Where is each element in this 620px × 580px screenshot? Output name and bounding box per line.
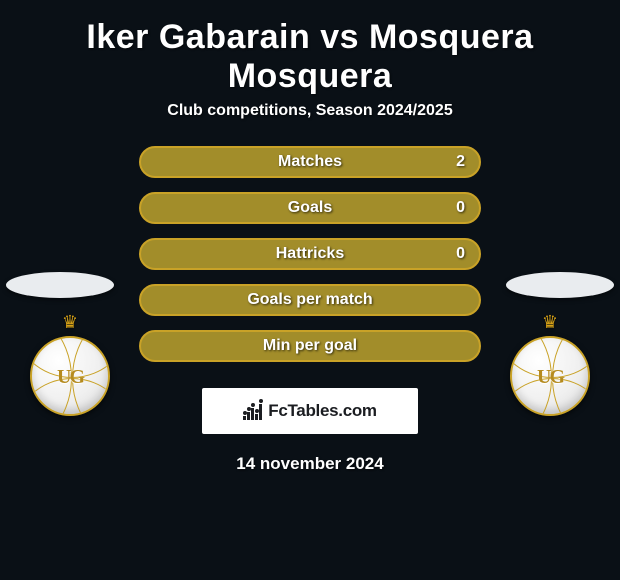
stat-row-min-per-goal: Min per goal xyxy=(139,330,481,362)
stat-row-hattricks: Hattricks 0 xyxy=(139,238,481,270)
stats-list: Matches 2 Goals 0 Hattricks 0 Goals per … xyxy=(139,146,481,362)
comparison-layout: ♛ UG ♛ UG Matches 2 Goals 0 Hattricks 0 … xyxy=(0,146,620,362)
crest-letters: UG xyxy=(57,366,83,389)
stat-row-goals-per-match: Goals per match xyxy=(139,284,481,316)
crown-icon: ♛ xyxy=(542,312,558,333)
stat-value-right: 2 xyxy=(456,153,465,171)
subtitle: Club competitions, Season 2024/2025 xyxy=(0,102,620,146)
club-crest-right: ♛ UG xyxy=(500,324,600,412)
crest-letters: UG xyxy=(537,366,563,389)
stat-value-right: 0 xyxy=(456,245,465,263)
date-text: 14 november 2024 xyxy=(0,454,620,474)
page-title: Iker Gabarain vs Mosquera Mosquera xyxy=(0,0,620,102)
crown-icon: ♛ xyxy=(62,312,78,333)
club-crest-left: ♛ UG xyxy=(20,324,120,412)
stat-value-right: 0 xyxy=(456,199,465,217)
player-avatar-right xyxy=(506,272,614,298)
stat-label: Goals xyxy=(288,199,332,217)
stat-label: Goals per match xyxy=(247,291,372,309)
player-avatar-left xyxy=(6,272,114,298)
fctables-logo-icon xyxy=(243,402,262,420)
branding-card: FcTables.com xyxy=(202,388,418,434)
stat-label: Matches xyxy=(278,153,342,171)
stat-label: Min per goal xyxy=(263,337,357,355)
stat-row-goals: Goals 0 xyxy=(139,192,481,224)
stat-label: Hattricks xyxy=(276,245,344,263)
branding-text: FcTables.com xyxy=(268,401,377,421)
stat-row-matches: Matches 2 xyxy=(139,146,481,178)
